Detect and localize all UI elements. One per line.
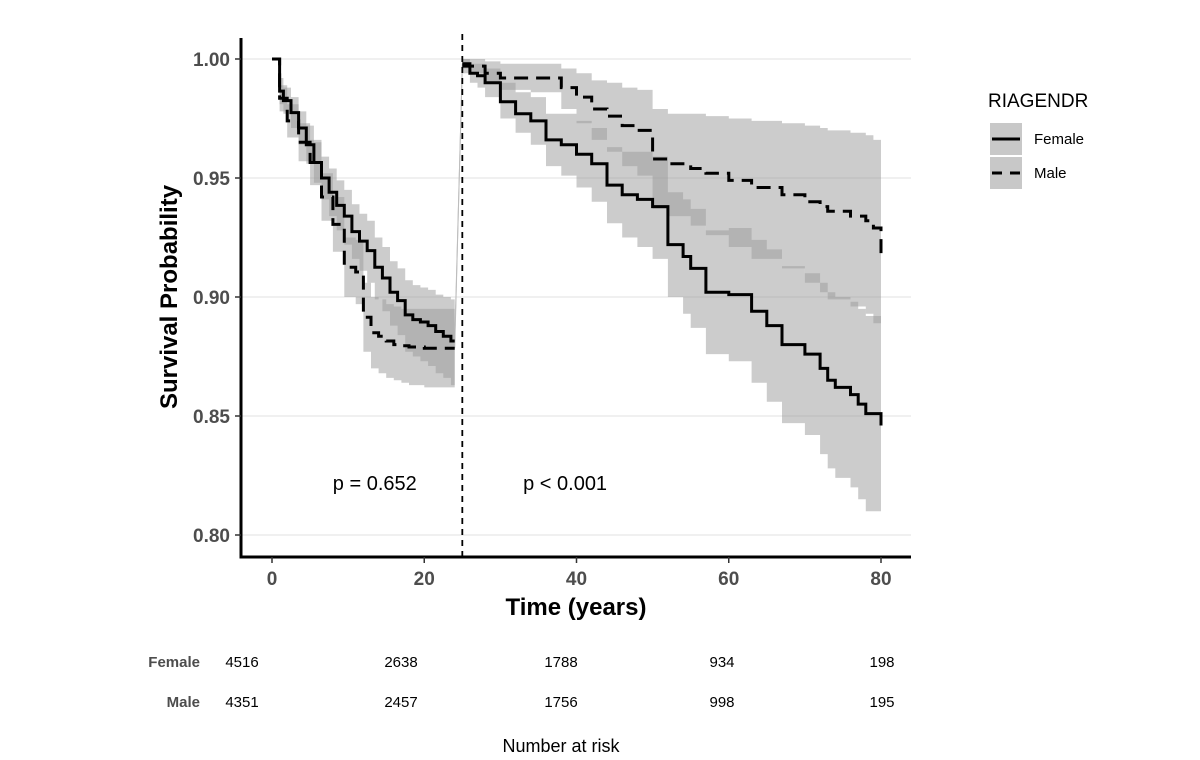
- risk-count-female-60: 934: [709, 654, 734, 671]
- risk-table-title: Number at risk: [502, 736, 620, 756]
- risk-count-female-0: 4516: [225, 654, 258, 671]
- legend-label-female: Female: [1034, 131, 1084, 148]
- x-tick-labels: 0 20 40 60 80: [267, 569, 892, 590]
- curve-female-1: [462, 64, 883, 426]
- x-axis-title: Time (years): [506, 594, 647, 621]
- legend-label-male: Male: [1034, 165, 1067, 182]
- period-connector-male: [454, 63, 463, 349]
- risk-count-female-80: 198: [869, 654, 894, 671]
- y-tick-label-1: 0.85: [193, 407, 230, 428]
- risk-count-male-0: 4351: [225, 694, 258, 711]
- risk-row-label-female: Female: [148, 654, 200, 671]
- curve-male-0: [272, 57, 455, 350]
- confidence-bands: [272, 59, 881, 519]
- legend-title: RIAGENDR: [988, 91, 1088, 112]
- legend: RIAGENDR Female Male: [988, 91, 1088, 189]
- risk-count-male-40: 1756: [544, 694, 577, 711]
- risk-count-male-80: 195: [869, 694, 894, 711]
- y-tick-label-2: 0.90: [193, 288, 230, 309]
- y-tick-label-4: 1.00: [193, 50, 230, 71]
- risk-row-label-male: Male: [167, 694, 200, 711]
- p-value-annotation-1: p < 0.001: [523, 473, 607, 495]
- ci-band-female-0: [272, 59, 455, 386]
- x-tick-label-4: 80: [870, 569, 891, 590]
- risk-table: Female 4516 2638 1788 934 198 Male 4351 2457 1756…: [148, 654, 894, 711]
- risk-count-female-20: 2638: [384, 654, 417, 671]
- y-tick-labels: 0.80 0.85 0.90 0.95 1.00: [193, 50, 230, 547]
- ci-band-male-0: [272, 59, 455, 388]
- curve-male-1: [462, 62, 883, 257]
- risk-count-male-60: 998: [709, 694, 734, 711]
- risk-count-male-20: 2457: [384, 694, 417, 711]
- x-tick-label-1: 20: [414, 569, 435, 590]
- x-tick-label-0: 0: [267, 569, 278, 590]
- ci-band-male-1: [462, 59, 881, 343]
- ci-band-female-1: [462, 59, 881, 519]
- survival-curves: [272, 57, 883, 426]
- p-value-annotations: p = 0.652 p < 0.001: [333, 473, 607, 495]
- x-tick-label-2: 40: [566, 569, 587, 590]
- p-value-annotation-0: p = 0.652: [333, 473, 417, 495]
- x-tick-label-3: 60: [718, 569, 739, 590]
- y-tick-label-0: 0.80: [193, 526, 230, 547]
- y-axis-title: Survival Probability: [156, 184, 183, 409]
- legend-items: Female Male: [990, 123, 1084, 189]
- risk-count-female-40: 1788: [544, 654, 577, 671]
- axes: [235, 38, 911, 563]
- y-tick-label-3: 0.95: [193, 169, 230, 190]
